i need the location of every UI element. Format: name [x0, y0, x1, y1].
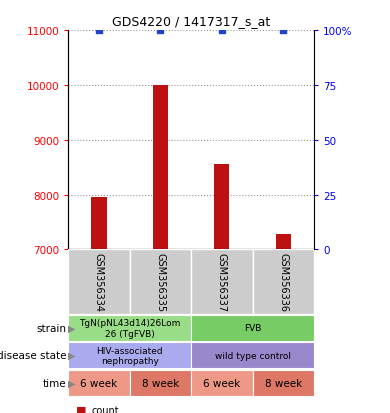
Bar	[153, 85, 168, 250]
Text: ▶: ▶	[68, 377, 75, 388]
Bar	[253, 370, 314, 396]
Bar	[129, 370, 191, 396]
Bar	[68, 370, 129, 396]
Text: strain: strain	[36, 323, 66, 333]
Text: 8 week: 8 week	[142, 377, 179, 388]
Bar	[68, 315, 191, 341]
Bar	[191, 342, 314, 368]
Text: TgN(pNL43d14)26Lom
26 (TgFVB): TgN(pNL43d14)26Lom 26 (TgFVB)	[79, 318, 180, 338]
Bar	[191, 315, 314, 341]
Text: GSM356335: GSM356335	[155, 252, 165, 311]
Bar	[253, 250, 314, 314]
Bar	[191, 250, 253, 314]
Text: 6 week: 6 week	[80, 377, 118, 388]
Bar	[68, 342, 191, 368]
Bar	[129, 250, 191, 314]
Bar	[91, 197, 106, 250]
Text: count: count	[92, 405, 119, 413]
Text: wild type control: wild type control	[215, 351, 291, 360]
Text: 6 week: 6 week	[203, 377, 241, 388]
Text: GSM356334: GSM356334	[94, 252, 104, 311]
Text: HIV-associated
nephropathy: HIV-associated nephropathy	[96, 346, 163, 365]
Text: FVB: FVB	[244, 324, 261, 332]
Text: GSM356337: GSM356337	[217, 252, 227, 311]
Text: 8 week: 8 week	[264, 377, 302, 388]
Text: ▶: ▶	[68, 323, 75, 333]
Title: GDS4220 / 1417317_s_at: GDS4220 / 1417317_s_at	[112, 15, 270, 28]
Text: ■: ■	[76, 405, 87, 413]
Text: time: time	[43, 377, 66, 388]
Text: GSM356336: GSM356336	[278, 252, 288, 311]
Bar	[191, 370, 253, 396]
Bar	[214, 165, 229, 250]
Bar	[276, 234, 291, 250]
Text: disease state: disease state	[0, 350, 66, 361]
Text: ▶: ▶	[68, 350, 75, 361]
Bar	[68, 250, 129, 314]
